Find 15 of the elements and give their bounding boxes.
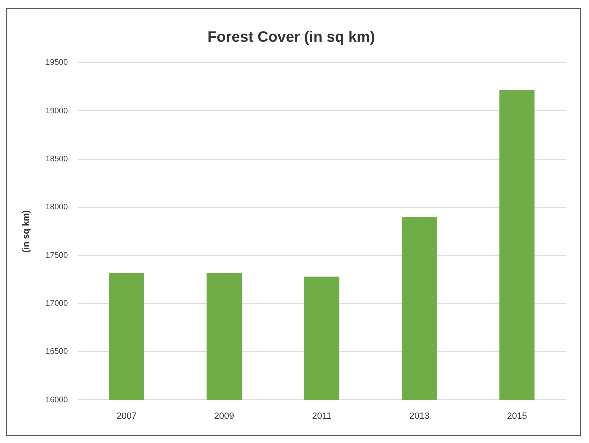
x-tick-label: 2013 — [410, 411, 430, 422]
y-tick-label: 17000 — [46, 299, 69, 308]
y-tick-label: 19000 — [46, 106, 69, 116]
y-tick-label: 18500 — [46, 154, 69, 164]
chart-title: Forest Cover (in sq km) — [208, 29, 376, 46]
y-tick-label: 16500 — [46, 347, 69, 356]
y-tick-label: 19500 — [46, 58, 69, 68]
x-tick-label: 2015 — [507, 411, 528, 422]
y-tick-label: 18000 — [46, 202, 69, 212]
y-tick-label: 16000 — [46, 395, 69, 404]
x-tick-label: 2007 — [116, 411, 137, 422]
y-tick-label: 17500 — [46, 250, 69, 260]
x-tick-label: 2009 — [214, 411, 234, 422]
y-axis-title: (in sq km) — [20, 210, 31, 253]
x-tick-label: 2011 — [312, 411, 332, 422]
